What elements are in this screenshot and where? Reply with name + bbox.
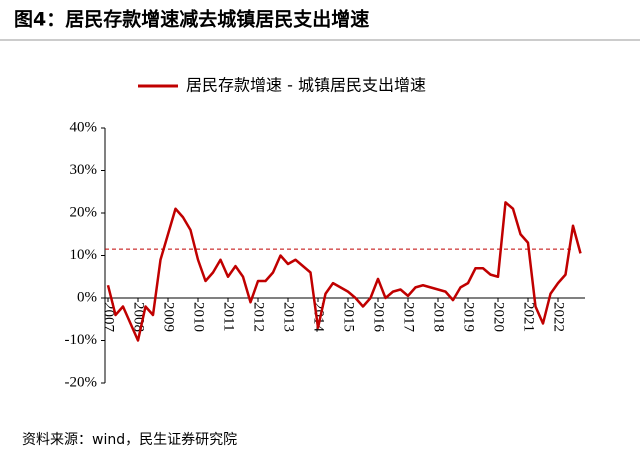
x-tick-label: 2017 xyxy=(401,302,417,333)
y-tick-label: -20% xyxy=(65,374,98,390)
x-tick-label: 2007 xyxy=(101,302,117,333)
x-tick-label: 2019 xyxy=(461,302,477,332)
x-tick-label: 2022 xyxy=(551,302,567,332)
x-tick-label: 2009 xyxy=(161,302,177,332)
chart-title: 图4：居民存款增速减去城镇居民支出增速 xyxy=(14,8,369,31)
x-tick-label: 2013 xyxy=(281,302,297,332)
y-tick-label: 30% xyxy=(70,162,98,178)
x-tick-label: 2016 xyxy=(371,302,387,333)
x-tick-label: 2021 xyxy=(521,302,537,332)
x-tick-label: 2011 xyxy=(221,302,237,331)
x-tick-label: 2010 xyxy=(191,302,207,332)
x-tick-label: 2015 xyxy=(341,302,357,332)
y-tick-label: -10% xyxy=(65,332,98,348)
x-tick-label: 2018 xyxy=(431,302,447,332)
x-tick-label: 2020 xyxy=(491,302,507,332)
x-tick-label: 2012 xyxy=(251,302,267,332)
source-note: 资料来源：wind，民生证券研究院 xyxy=(22,432,237,448)
y-tick-label: 10% xyxy=(70,247,98,263)
data-line xyxy=(106,201,582,342)
legend-label: 居民存款增速 - 城镇居民支出增速 xyxy=(186,76,426,95)
y-tick-label: 0% xyxy=(77,289,97,305)
y-tick-label: 40% xyxy=(70,119,98,135)
y-tick-label: 20% xyxy=(70,204,98,220)
